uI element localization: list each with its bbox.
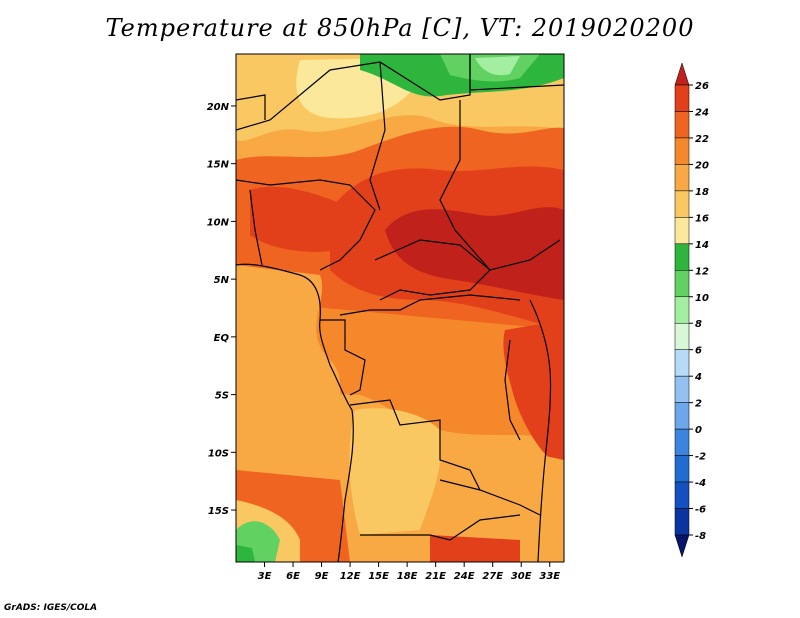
border-sahara-2 bbox=[369, 61, 386, 211]
y-tick-label: 5N bbox=[214, 275, 230, 286]
y-tick-label: 10N bbox=[207, 217, 230, 228]
x-tick-label: 33E bbox=[539, 571, 560, 582]
colorbar-swatch bbox=[674, 270, 690, 298]
field-central-darkred bbox=[385, 207, 564, 300]
x-tick-label: 9E bbox=[315, 571, 329, 582]
colorbar-swatch bbox=[674, 217, 690, 245]
colorbar-label: 2 bbox=[695, 399, 702, 410]
x-tick-label: 21E bbox=[425, 571, 446, 582]
colorbar-swatch bbox=[674, 349, 690, 377]
map-frame bbox=[235, 53, 565, 563]
colorbar-label: 22 bbox=[695, 134, 709, 145]
border-zambia bbox=[439, 479, 541, 516]
colorbar-swatch bbox=[674, 508, 690, 536]
x-tick-label: 12E bbox=[340, 571, 361, 582]
grads-credit: GrADS: IGES/COLA bbox=[4, 603, 98, 613]
x-tick-label: 24E bbox=[454, 571, 475, 582]
colorbar-label: 18 bbox=[695, 187, 709, 198]
colorbar-swatch bbox=[674, 481, 690, 509]
x-tick-label: 6E bbox=[286, 571, 300, 582]
border-chad-sudan bbox=[439, 100, 561, 271]
border-namibia bbox=[360, 514, 521, 541]
colorbar-label: -8 bbox=[695, 531, 706, 542]
colorbar-swatch bbox=[674, 84, 690, 112]
border-congo bbox=[339, 294, 521, 316]
y-tick-label: 15N bbox=[207, 160, 230, 171]
border-nw bbox=[236, 94, 266, 120]
colorbar-swatch bbox=[674, 402, 690, 430]
colorbar-swatch bbox=[674, 534, 690, 558]
colorbar-label: 8 bbox=[695, 319, 702, 330]
y-tick-label: 10S bbox=[208, 448, 229, 459]
colorbar-swatch bbox=[674, 190, 690, 218]
colorbar-label: -4 bbox=[695, 478, 706, 489]
field-north-pale bbox=[475, 56, 520, 76]
colorbar-label: -2 bbox=[695, 452, 706, 463]
colorbar-label: 10 bbox=[695, 293, 709, 304]
x-tick-label: 3E bbox=[258, 571, 272, 582]
colorbar-label: 20 bbox=[695, 160, 709, 171]
temperature-field bbox=[236, 54, 564, 562]
chart-title: Temperature at 850hPa [C], VT: 201902020… bbox=[105, 14, 695, 42]
x-axis: 3E 6E 9E 12E 15E 18E 21E 24E 27E 30E 33E bbox=[258, 562, 560, 582]
border-gabon bbox=[320, 319, 366, 396]
field-south-red bbox=[430, 535, 520, 562]
colorbar-label: 12 bbox=[695, 266, 709, 277]
colorbar-label: 0 bbox=[695, 425, 702, 436]
colorbar-swatch bbox=[674, 243, 690, 271]
field-west-sahel bbox=[250, 186, 345, 252]
x-tick-label: 30E bbox=[511, 571, 532, 582]
colorbar-label: 4 bbox=[694, 372, 702, 383]
colorbar-swatch bbox=[674, 322, 690, 350]
border-lakes bbox=[504, 339, 521, 441]
colorbar-label: 26 bbox=[695, 81, 709, 92]
colorbar-label: 24 bbox=[695, 107, 709, 118]
border-drc-angola bbox=[349, 399, 481, 491]
field-equatorial bbox=[236, 300, 564, 440]
field-kalahari bbox=[440, 440, 564, 562]
border-nigeria bbox=[236, 179, 376, 271]
y-axis: 20N 15N 10N 5N EQ 5S 10S 15S bbox=[207, 102, 236, 517]
colorbar-swatch bbox=[674, 111, 690, 139]
y-tick-label: EQ bbox=[214, 333, 230, 344]
country-borders bbox=[236, 54, 564, 562]
colorbar-swatch bbox=[674, 164, 690, 192]
border-sudan-east bbox=[469, 54, 564, 91]
colorbar-swatch bbox=[674, 455, 690, 483]
field-angola bbox=[349, 408, 441, 535]
y-tick-label: 15S bbox=[208, 506, 229, 517]
y-tick-label: 20N bbox=[207, 102, 230, 113]
coastline-west bbox=[236, 263, 354, 562]
field-congo bbox=[236, 265, 350, 420]
x-tick-label: 18E bbox=[397, 571, 418, 582]
x-tick-label: 27E bbox=[482, 571, 503, 582]
colorbar-swatch bbox=[674, 62, 690, 86]
y-tick-label: 5S bbox=[215, 391, 229, 402]
colorbar-label: -6 bbox=[695, 505, 706, 516]
border-car bbox=[374, 239, 491, 301]
field-south-coast-darkgreen bbox=[236, 545, 255, 562]
colorbar-label: 14 bbox=[695, 240, 709, 251]
colorbar-swatch bbox=[674, 296, 690, 324]
border-west-small bbox=[249, 189, 263, 266]
colorbar-swatch bbox=[674, 375, 690, 403]
coastline-east bbox=[529, 299, 552, 562]
colorbar-swatch bbox=[674, 428, 690, 456]
colorbar-label: 6 bbox=[695, 346, 702, 357]
colorbar-label: 16 bbox=[695, 213, 709, 224]
x-tick-label: 15E bbox=[368, 571, 389, 582]
colorbar-swatch bbox=[674, 137, 690, 165]
